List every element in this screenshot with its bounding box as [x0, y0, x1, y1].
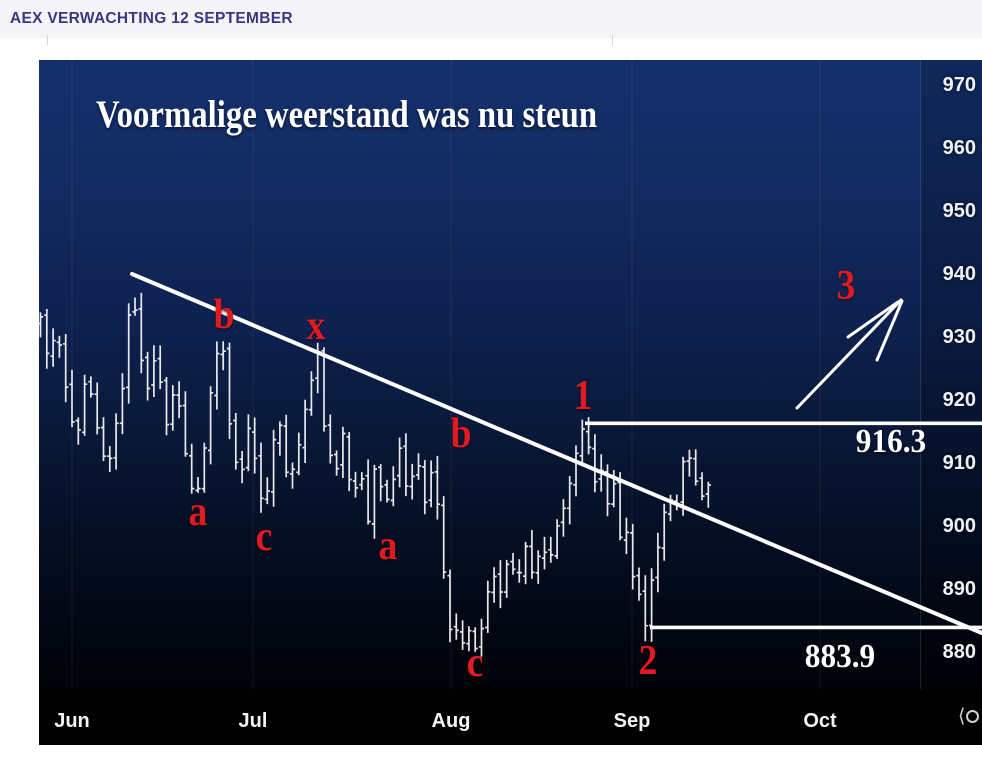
x-month-label: Sep: [613, 710, 651, 732]
wave-label-x: x: [306, 303, 326, 349]
wave-label-2: 2: [638, 638, 658, 684]
ohlc-bars: [39, 292, 711, 657]
y-tick-label: 880: [942, 641, 976, 663]
divider-tick: [612, 35, 613, 45]
y-tick-label: 920: [942, 389, 976, 411]
wave-label-a: a: [378, 523, 398, 569]
wave-label-b: b: [213, 292, 235, 338]
wave-label-c: c: [255, 514, 273, 560]
wave-label-c: c: [466, 640, 484, 686]
y-tick-label: 930: [942, 326, 976, 348]
price-level-label: 916.3: [855, 423, 927, 460]
y-tick-label: 960: [942, 137, 976, 159]
chart-background: [39, 60, 982, 745]
wave-label-b: b: [450, 411, 472, 457]
y-tick-label: 910: [942, 452, 976, 474]
price-level-label: 883.9: [804, 638, 876, 675]
trendline[interactable]: [130, 272, 982, 636]
chart-canvas[interactable]: [39, 60, 982, 745]
y-tick-label: 950: [942, 200, 976, 222]
x-axis-strip: [39, 689, 982, 745]
price-chart[interactable]: Voormalige weerstand was nu steun 970 960…: [39, 60, 982, 745]
y-tick-label: 970: [942, 74, 976, 96]
x-month-label: Oct: [803, 710, 837, 732]
wave-label-3: 3: [836, 263, 856, 309]
x-month-label: Aug: [431, 710, 471, 732]
chart-title: Voormalige weerstand was nu steun: [96, 93, 598, 136]
y-tick-label: 940: [942, 263, 976, 285]
article-title: AEX VERWACHTING 12 SEPTEMBER: [10, 10, 293, 27]
nav-chevron-icon[interactable]: ⟨: [958, 703, 982, 729]
chevron-left-icon: ⟨: [958, 704, 966, 727]
projection-arrow-icon: [795, 298, 904, 410]
wave-label-a: a: [188, 489, 208, 535]
y-tick-label: 900: [942, 515, 976, 537]
circle-icon: [966, 709, 980, 723]
divider-tick: [47, 35, 48, 45]
wave-label-1: 1: [573, 373, 593, 419]
x-month-label: Jun: [54, 710, 90, 732]
x-month-label: Jul: [238, 710, 268, 732]
article-header: AEX VERWACHTING 12 SEPTEMBER: [0, 0, 982, 38]
y-tick-label: 890: [942, 578, 976, 600]
